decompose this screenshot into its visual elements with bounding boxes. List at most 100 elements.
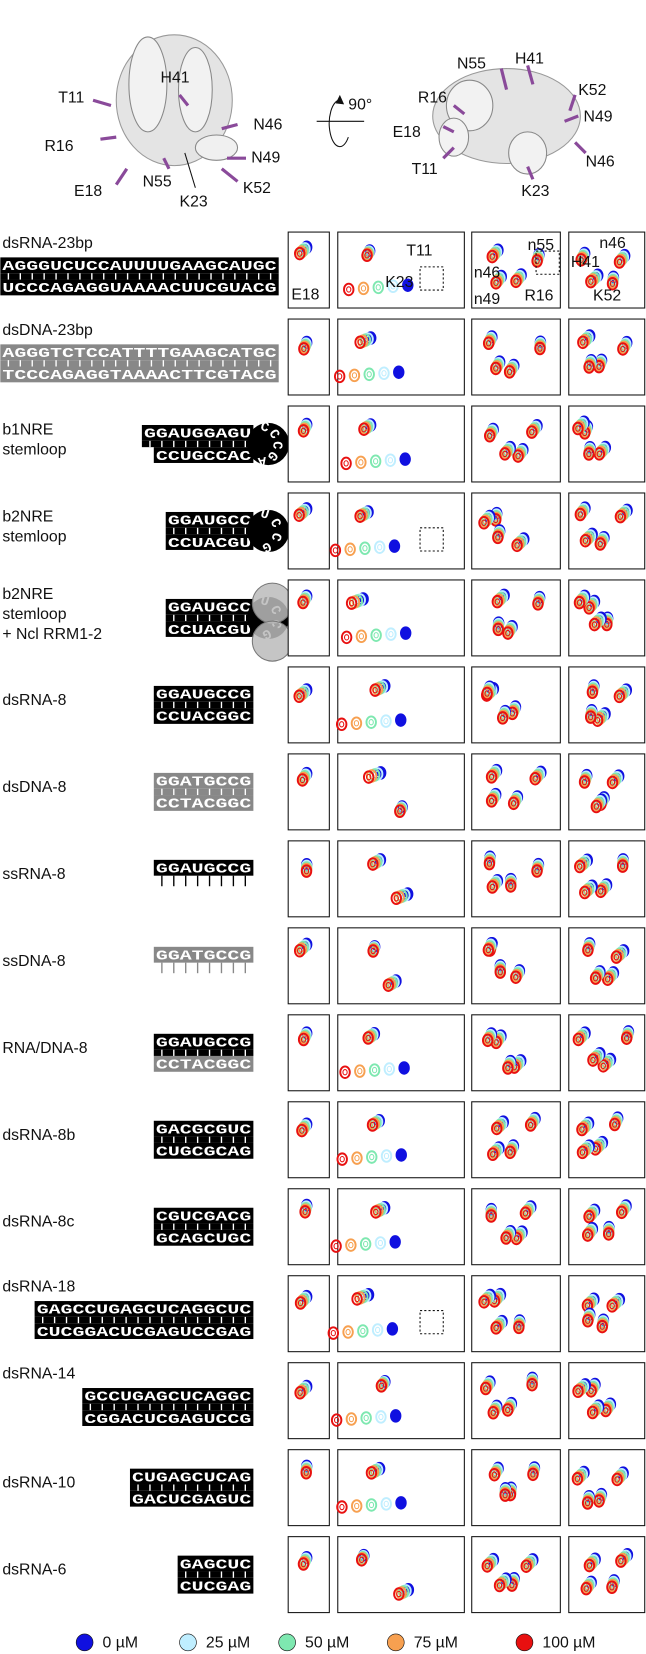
peak xyxy=(492,1120,505,1134)
peak-core xyxy=(486,860,493,867)
legend-swatch xyxy=(75,1633,94,1652)
sequence: GAGCUC xyxy=(180,1558,252,1573)
peak-core xyxy=(303,867,310,875)
spectrum-panel xyxy=(568,1275,646,1353)
peak xyxy=(578,1144,590,1158)
peak-core xyxy=(618,257,624,264)
peak xyxy=(358,422,370,436)
structure-left xyxy=(92,34,246,188)
spectrum-panel xyxy=(568,753,646,831)
peak-core xyxy=(357,513,363,520)
panel-label: R16 xyxy=(524,288,553,305)
sequence: GGAUGGAGU xyxy=(144,428,251,443)
peak xyxy=(513,537,525,551)
sequence: TCCCAGAGGTAAAACTTCGTACG xyxy=(2,369,276,384)
peak-core xyxy=(579,1126,585,1133)
spectrum-panel xyxy=(287,405,330,483)
spectrum-panel xyxy=(337,1188,465,1266)
residue-label: H41 xyxy=(161,69,190,86)
peak xyxy=(383,1062,396,1076)
peak xyxy=(521,1204,533,1219)
highlight-box xyxy=(419,1310,444,1335)
base-pairs xyxy=(34,1316,254,1324)
sequence: CCUACGU xyxy=(168,624,251,639)
peak xyxy=(481,1291,493,1306)
peak xyxy=(571,1472,584,1486)
peak-core xyxy=(296,693,302,700)
peak xyxy=(490,1321,502,1335)
peak xyxy=(528,422,541,436)
spectrum-panel xyxy=(337,1536,465,1614)
peak-core xyxy=(527,1121,534,1129)
peak-core xyxy=(300,599,306,606)
peak xyxy=(578,775,591,789)
peak xyxy=(380,1497,392,1511)
peak xyxy=(612,948,624,963)
peak xyxy=(531,254,543,268)
peak-core xyxy=(609,779,616,786)
peak xyxy=(481,1559,493,1573)
loop xyxy=(247,509,290,553)
peak xyxy=(375,1410,387,1424)
strand xyxy=(129,1468,254,1485)
peak xyxy=(572,421,584,436)
peak-core xyxy=(357,339,363,346)
sequence: GAGCCUGAGCUCAGGCUC xyxy=(37,1304,252,1319)
peak-core xyxy=(497,969,503,976)
peak-core xyxy=(383,1152,390,1160)
peak xyxy=(327,1326,340,1340)
peak xyxy=(374,540,386,554)
sequence: GGAUGCCG xyxy=(156,689,251,704)
peak xyxy=(596,882,608,897)
spectrum-panel xyxy=(471,492,561,570)
sequence: GGATGCCG xyxy=(156,776,251,791)
strand xyxy=(165,598,254,615)
peak-core xyxy=(606,1230,612,1238)
peak xyxy=(351,1292,363,1306)
peak-core xyxy=(332,547,339,554)
peak-core xyxy=(514,276,520,283)
peak-core xyxy=(303,1469,309,1476)
strand xyxy=(153,708,254,724)
peak xyxy=(520,1559,532,1573)
peak-core xyxy=(378,1382,385,1390)
peak xyxy=(572,1032,585,1047)
peak xyxy=(586,1405,599,1420)
base-pairs xyxy=(153,1049,254,1056)
row-name: b1NRE xyxy=(2,421,53,438)
peak-core xyxy=(373,632,379,639)
peak xyxy=(297,1032,310,1047)
base-pairs xyxy=(129,1484,254,1491)
peak-core xyxy=(358,633,365,640)
sequence: CCUACGU xyxy=(168,537,251,552)
peak-core xyxy=(604,1405,610,1413)
peak-core xyxy=(594,801,601,809)
peak-core xyxy=(357,1067,363,1075)
peak-core xyxy=(589,689,596,696)
peak xyxy=(577,335,589,350)
residue-label: K23 xyxy=(180,194,208,211)
peak xyxy=(494,965,506,979)
peak xyxy=(591,798,604,812)
peak-core xyxy=(490,1409,496,1416)
peak xyxy=(602,1227,615,1241)
peak-core xyxy=(360,1327,366,1335)
peak xyxy=(296,1294,308,1309)
peak-core xyxy=(383,1500,389,1508)
peak-core xyxy=(588,278,594,285)
peak-core xyxy=(485,946,491,954)
spectrum-panel xyxy=(337,1362,465,1440)
spectrum-panel xyxy=(337,318,465,396)
peak-core xyxy=(366,773,372,781)
spectrum-panel xyxy=(287,1362,330,1440)
peak-core xyxy=(485,1037,491,1044)
peak-core xyxy=(348,599,355,607)
peak xyxy=(355,1553,368,1567)
peak-core xyxy=(513,974,519,981)
peak xyxy=(584,1208,597,1222)
row-name: dsRNA-8c xyxy=(2,1214,74,1231)
sequence: AGGGUCUCCAUUUUGAAGCAUGC xyxy=(2,260,276,275)
peak-core xyxy=(343,460,349,467)
spectrum-panel xyxy=(568,1014,646,1092)
peak xyxy=(534,341,546,356)
